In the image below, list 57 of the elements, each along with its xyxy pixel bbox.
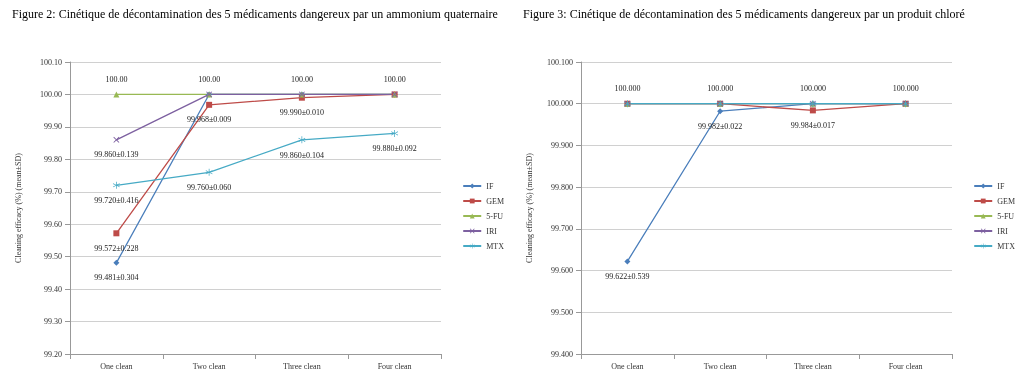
y-tick-label: 100.100: [547, 57, 573, 67]
chart-title: Figure 3: Cinétique de décontamination des 5 médicaments dangereux par un produit chloré: [522, 6, 966, 23]
y-tick-label: 99.50: [44, 252, 62, 262]
data-label: 99.481±0.304: [94, 273, 139, 283]
y-tick-label: 100.00: [40, 89, 62, 99]
legend-label: 5-FU: [486, 211, 504, 221]
data-label: 99.760±0.060: [186, 183, 232, 193]
legend-label: 5-FU: [997, 211, 1015, 221]
y-axis-title: Cleaning efficacy (%) (mean±SD): [524, 152, 534, 263]
data-label: 99.622±0.539: [605, 271, 650, 281]
y-tick-label: 99.500: [551, 307, 573, 317]
data-label: 99.860±0.139: [94, 150, 139, 160]
x-tick-label: One clean: [611, 361, 644, 371]
x-tick-label: Two clean: [192, 361, 226, 371]
y-tick-label: 99.900: [551, 140, 573, 150]
x-tick-label: Four clean: [888, 361, 923, 371]
x-tick-label: Three clean: [283, 361, 321, 371]
y-tick-label: 99.60: [44, 219, 62, 229]
y-tick-label: 100.000: [547, 99, 573, 109]
data-label: 100.00: [105, 74, 128, 84]
data-label: 99.990±0.010: [279, 108, 325, 118]
y-tick-label: 99.20: [44, 349, 62, 359]
y-tick-label: 99.700: [551, 224, 573, 234]
x-tick-label: Four clean: [377, 361, 412, 371]
legend-label: MTX: [486, 241, 505, 251]
data-label: 100.000: [707, 83, 734, 93]
y-tick-label: 99.90: [44, 122, 62, 132]
y-tick-label: 100.10: [40, 57, 62, 67]
legend-label: IRI: [997, 226, 1009, 236]
data-label: 99.880±0.092: [372, 144, 417, 154]
data-label: 100.000: [892, 83, 919, 93]
data-label: 100.00: [290, 74, 313, 84]
y-tick-label: 99.800: [551, 182, 573, 192]
data-label: 100.00: [383, 74, 406, 84]
legend-label: GEM: [486, 196, 504, 206]
legend-label: IRI: [486, 226, 498, 236]
x-tick-label: Three clean: [794, 361, 832, 371]
legend-label: GEM: [997, 196, 1015, 206]
data-label: 100.000: [614, 83, 641, 93]
data-label: 99.984±0.017: [790, 120, 836, 130]
y-tick-label: 99.80: [44, 154, 62, 164]
x-tick-label: One clean: [100, 361, 133, 371]
x-tick-label: Two clean: [703, 361, 737, 371]
chart-title: Figure 2: Cinétique de décontamination des 5 médicaments dangereux par un ammonium quaternaire: [11, 6, 499, 23]
y-tick-label: 99.40: [44, 284, 62, 294]
legend-label: IF: [486, 181, 494, 191]
y-tick-label: 99.30: [44, 317, 62, 327]
data-label: 100.00: [198, 74, 221, 84]
data-label: 99.720±0.416: [94, 196, 139, 206]
y-tick-label: 99.70: [44, 187, 62, 197]
legend-label: IF: [997, 181, 1005, 191]
data-label: 100.000: [799, 83, 826, 93]
y-axis-title: Cleaning efficacy (%) (mean±SD): [13, 152, 23, 263]
y-tick-label: 99.600: [551, 266, 573, 276]
legend-label: MTX: [997, 241, 1016, 251]
data-label: 99.860±0.104: [279, 150, 325, 160]
y-tick-label: 99.400: [551, 349, 573, 359]
